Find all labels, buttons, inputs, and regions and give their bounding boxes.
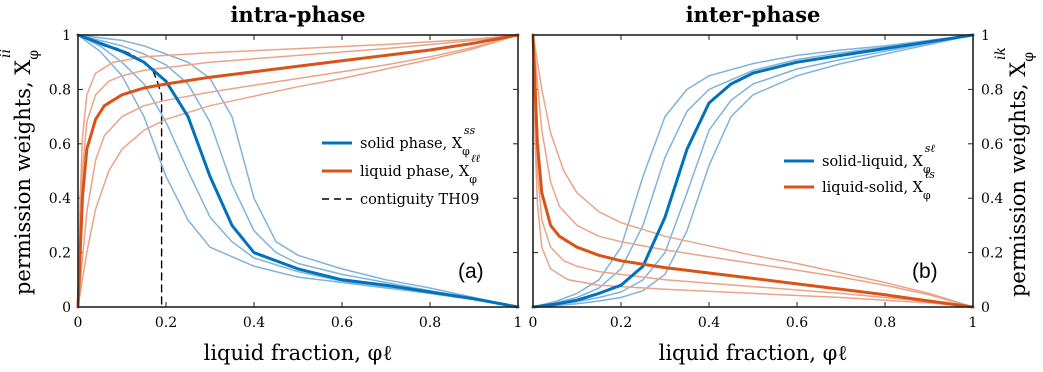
y-tick-label: 1 <box>62 28 71 44</box>
x-tick-label: 0.8 <box>874 315 896 331</box>
axes-frame <box>532 34 974 308</box>
x-tick-label: 0 <box>74 315 83 331</box>
x-axis-label: liquid fraction, φℓ <box>659 341 848 365</box>
y-tick-labels: 0 0.2 0.4 0.6 0.8 1 <box>533 28 1003 316</box>
y-tick-label: 0.8 <box>49 82 71 98</box>
y-axis-label: permission weights, Xφ ii <box>0 49 42 295</box>
series-line-5 <box>531 33 975 309</box>
panel-inter-phase: inter-phase permission weights, Xφ ik liq… <box>529 2 1037 365</box>
x-tick-label: 0.4 <box>698 315 720 331</box>
x-tick-label: 0.2 <box>610 315 632 331</box>
plot-area <box>531 33 975 309</box>
x-tick-label: 0 <box>529 315 538 331</box>
x-tick-label: 1 <box>969 315 978 331</box>
y-tick-label: 0.2 <box>49 246 71 262</box>
x-tick-label: 0.6 <box>331 315 353 331</box>
series-line-7 <box>532 34 974 308</box>
x-tick-label: 0.2 <box>155 315 177 331</box>
y-tick-label: 0.6 <box>49 137 71 153</box>
panel-label: (b) <box>912 260 938 283</box>
series-line-0 <box>76 33 520 309</box>
chart-title: intra-phase <box>230 2 365 27</box>
y-tick-label: 0 <box>62 300 71 316</box>
x-tick-labels: 0 0.2 0.4 0.6 0.8 1 <box>529 35 978 331</box>
y-axis-label-sub: φ <box>1021 52 1037 62</box>
series-line-9 <box>532 34 974 308</box>
x-axis-label: liquid fraction, φℓ <box>204 341 393 365</box>
legend: solid phase, Xφss liquid phase, Xφℓℓ con… <box>322 124 481 208</box>
y-tick-label: 0.4 <box>981 191 1003 207</box>
legend: solid-liquid, Xφsℓ liquid-solid, Xφℓs <box>784 142 935 202</box>
series-line-4 <box>77 34 519 308</box>
series-line-2 <box>532 34 974 308</box>
series-line-4 <box>532 34 974 308</box>
y-axis-label-text: permission weights, X <box>11 60 35 295</box>
y-tick-label: 0.8 <box>981 82 1003 98</box>
legend-entry-solid-phase: solid phase, Xφss <box>360 124 476 158</box>
series-line-8 <box>532 34 974 308</box>
plot-area <box>76 33 520 309</box>
y-axis-label-text: permission weights, X <box>1006 62 1030 297</box>
y-axis-label-sup: ik <box>993 47 1009 60</box>
axes-frame <box>77 34 519 308</box>
y-tick-label: 1 <box>981 28 990 44</box>
x-tick-label: 0.6 <box>786 315 808 331</box>
series-line-5 <box>76 33 520 309</box>
series-line-1 <box>532 34 974 308</box>
y-tick-label: 0.4 <box>49 191 71 207</box>
legend-entry-solid-liquid: solid-liquid, Xφsℓ <box>822 142 935 176</box>
legend-entry-liquid-solid: liquid-solid, Xφℓs <box>822 168 935 202</box>
x-tick-label: 0.4 <box>243 315 265 331</box>
x-tick-label: 0.8 <box>419 315 441 331</box>
y-tick-label: 0.2 <box>981 246 1003 262</box>
legend-entry-liquid-phase: liquid phase, Xφℓℓ <box>360 152 481 186</box>
y-axis-label: permission weights, Xφ ik <box>993 47 1037 297</box>
y-axis-label-sub: φ <box>26 50 42 60</box>
panel-intra-phase: intra-phase permission weights, Xφ ii liq… <box>0 2 522 365</box>
y-tick-label: 0 <box>981 300 990 316</box>
x-tick-label: 1 <box>514 315 523 331</box>
y-axis-label-sup: ii <box>0 49 14 58</box>
series-line-9 <box>77 34 519 308</box>
series-line-7 <box>77 34 519 308</box>
panel-label: (a) <box>458 260 484 283</box>
series-line-6 <box>77 34 519 308</box>
series-line-0 <box>531 33 975 309</box>
series-line-3 <box>532 34 974 308</box>
x-tick-labels: 0 0.2 0.4 0.6 0.8 1 <box>74 35 523 331</box>
series-line-3 <box>77 34 519 308</box>
series-line-8 <box>77 34 519 308</box>
legend-entry-contiguity: contiguity TH09 <box>360 192 479 208</box>
y-tick-label: 0.6 <box>981 137 1003 153</box>
chart-title: inter-phase <box>686 2 821 27</box>
series-line-10 <box>77 34 163 308</box>
series-line-6 <box>532 34 974 308</box>
